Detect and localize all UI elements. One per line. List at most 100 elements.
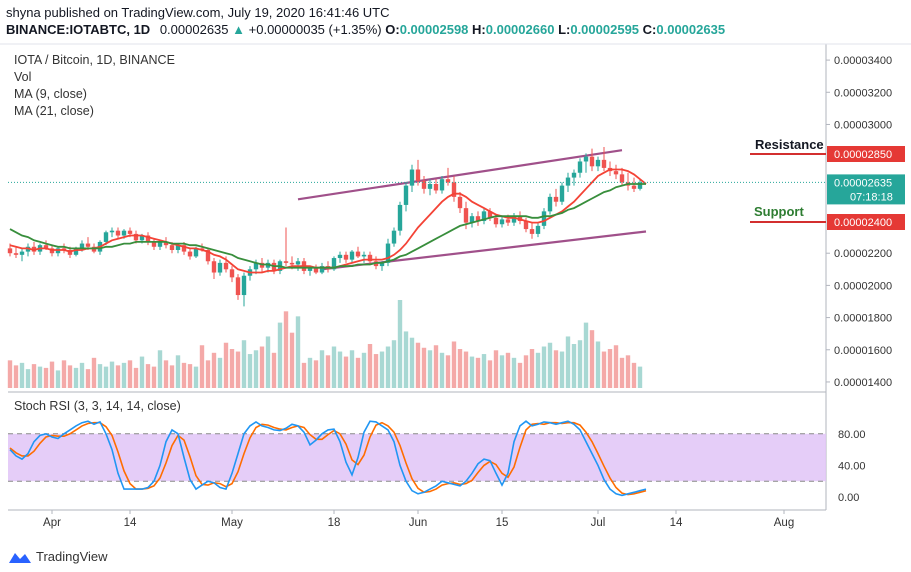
volume-bar <box>391 340 397 388</box>
stoch-rsi-label[interactable]: Stoch RSI (3, 3, 14, 14, close) <box>14 399 181 413</box>
candle-body <box>181 245 187 252</box>
ma9-line <box>9 168 647 274</box>
volume-bar <box>259 346 265 388</box>
volume-bar <box>475 357 481 388</box>
volume-bar <box>235 351 241 388</box>
candle-body <box>439 179 445 191</box>
legend-ma21[interactable]: MA (21, close) <box>14 104 94 118</box>
volume-bar <box>349 350 355 388</box>
candle-body <box>379 262 385 267</box>
volume-bar <box>343 356 349 388</box>
volume-bar <box>73 367 79 388</box>
volume-bar <box>511 357 517 388</box>
candle-body <box>193 248 199 257</box>
open-value: 0.00002598 <box>399 22 469 37</box>
volume-bars <box>7 300 643 388</box>
volume-bar <box>157 350 163 388</box>
volume-bar <box>463 351 469 388</box>
volume-bar <box>613 345 619 388</box>
candle-body <box>349 251 355 260</box>
volume-bar <box>25 369 31 388</box>
volume-bar <box>151 366 157 388</box>
volume-bar <box>367 344 373 388</box>
volume-bar <box>163 360 169 388</box>
candle-body <box>127 230 133 234</box>
volume-bar <box>445 355 451 388</box>
volume-bar <box>637 366 643 388</box>
candle-body <box>385 243 391 263</box>
candle-body <box>85 243 91 247</box>
candle-body <box>121 230 127 236</box>
candle-body <box>571 172 577 178</box>
volume-bar <box>607 349 613 388</box>
candle-body <box>133 233 139 241</box>
candle-body <box>241 275 247 296</box>
time-axis: Apr 14 May 18 Jun 15 Jul 14 Aug <box>43 510 794 529</box>
price-chart[interactable]: 80.00 40.00 0.00 0.00003400 0.00003200 0.0000… <box>0 0 911 540</box>
volume-bar <box>319 350 325 388</box>
volume-bar <box>601 351 607 388</box>
time-tick-label: 14 <box>670 517 683 529</box>
volume-bar <box>535 352 541 388</box>
volume-bar <box>211 352 217 388</box>
candle-body <box>355 251 361 257</box>
tradingview-logo[interactable]: TradingView <box>8 549 108 564</box>
time-tick-label: Jul <box>591 517 606 529</box>
candle-body <box>505 219 511 223</box>
volume-bar <box>385 346 391 388</box>
volume-bar <box>415 342 421 388</box>
volume-bar <box>253 350 259 388</box>
legend-title[interactable]: IOTA / Bitcoin, 1D, BINANCE <box>14 53 175 67</box>
candle-body <box>433 184 439 191</box>
candles <box>7 146 643 307</box>
volume-bar <box>325 355 331 388</box>
volume-bar <box>487 360 493 388</box>
candle-body <box>43 245 49 249</box>
candle-body <box>565 177 571 186</box>
low-value: 0.00002595 <box>570 22 640 37</box>
volume-bar <box>355 357 361 388</box>
volume-bar <box>31 364 37 388</box>
tradingview-logo-icon <box>9 552 31 563</box>
rsi-pane <box>8 420 826 497</box>
volume-bar <box>493 350 499 388</box>
volume-bar <box>67 365 73 388</box>
candle-body <box>589 156 595 167</box>
candle-body <box>595 159 601 167</box>
candle-body <box>463 208 469 223</box>
moving-averages <box>8 168 826 274</box>
candle-body <box>367 254 373 262</box>
candle-body <box>535 225 541 234</box>
price-tick-label: 0.00002000 <box>834 280 892 292</box>
volume-bar <box>331 346 337 388</box>
volume-bar <box>499 355 505 388</box>
price-axis: 80.00 40.00 0.00 0.00003400 0.00003200 0.0000… <box>826 55 892 504</box>
volume-bar <box>433 345 439 388</box>
legend-vol[interactable]: Vol <box>14 70 32 84</box>
candle-body <box>499 219 505 225</box>
annotations: Resistance Support 0.00002850 0.00002400 0.0… <box>750 137 905 230</box>
volume-bar <box>19 362 25 388</box>
volume-bar <box>337 351 343 388</box>
price-tick-label: 0.00003200 <box>834 87 892 99</box>
volume-bar <box>523 355 529 388</box>
volume-bar <box>625 355 631 388</box>
last-price: 0.00002635 <box>159 22 229 37</box>
volume-bar <box>379 351 385 388</box>
up-arrow-icon: ▲ <box>232 22 246 37</box>
ohlc-header: BINANCE:IOTABTC, 1D 0.00002635 ▲ +0.0000… <box>6 22 725 37</box>
volume-bar <box>109 361 115 388</box>
symbol-label: BINANCE:IOTABTC, 1D <box>6 22 151 37</box>
legend-ma9[interactable]: MA (9, close) <box>14 87 87 101</box>
candle-body <box>295 261 301 265</box>
time-tick-label: 14 <box>124 517 137 529</box>
time-tick-label: 15 <box>496 517 509 529</box>
candle-body <box>211 261 217 273</box>
candle-body <box>151 241 157 247</box>
candle-body <box>529 229 535 234</box>
volume-bar <box>223 342 229 388</box>
candle-body <box>403 185 409 205</box>
volume-bar <box>397 300 403 388</box>
candle-body <box>115 230 121 236</box>
candle-body <box>139 235 145 241</box>
